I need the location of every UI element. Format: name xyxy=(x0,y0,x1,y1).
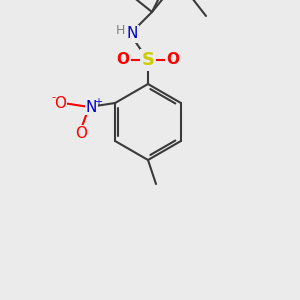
Text: S: S xyxy=(142,51,154,69)
Text: N: N xyxy=(85,100,97,115)
Text: O: O xyxy=(167,52,179,68)
Text: O: O xyxy=(116,52,130,68)
Text: -: - xyxy=(51,92,55,102)
Text: +: + xyxy=(94,97,102,107)
Text: N: N xyxy=(126,26,138,41)
Text: H: H xyxy=(115,25,125,38)
Text: O: O xyxy=(54,95,66,110)
Text: O: O xyxy=(75,125,87,140)
